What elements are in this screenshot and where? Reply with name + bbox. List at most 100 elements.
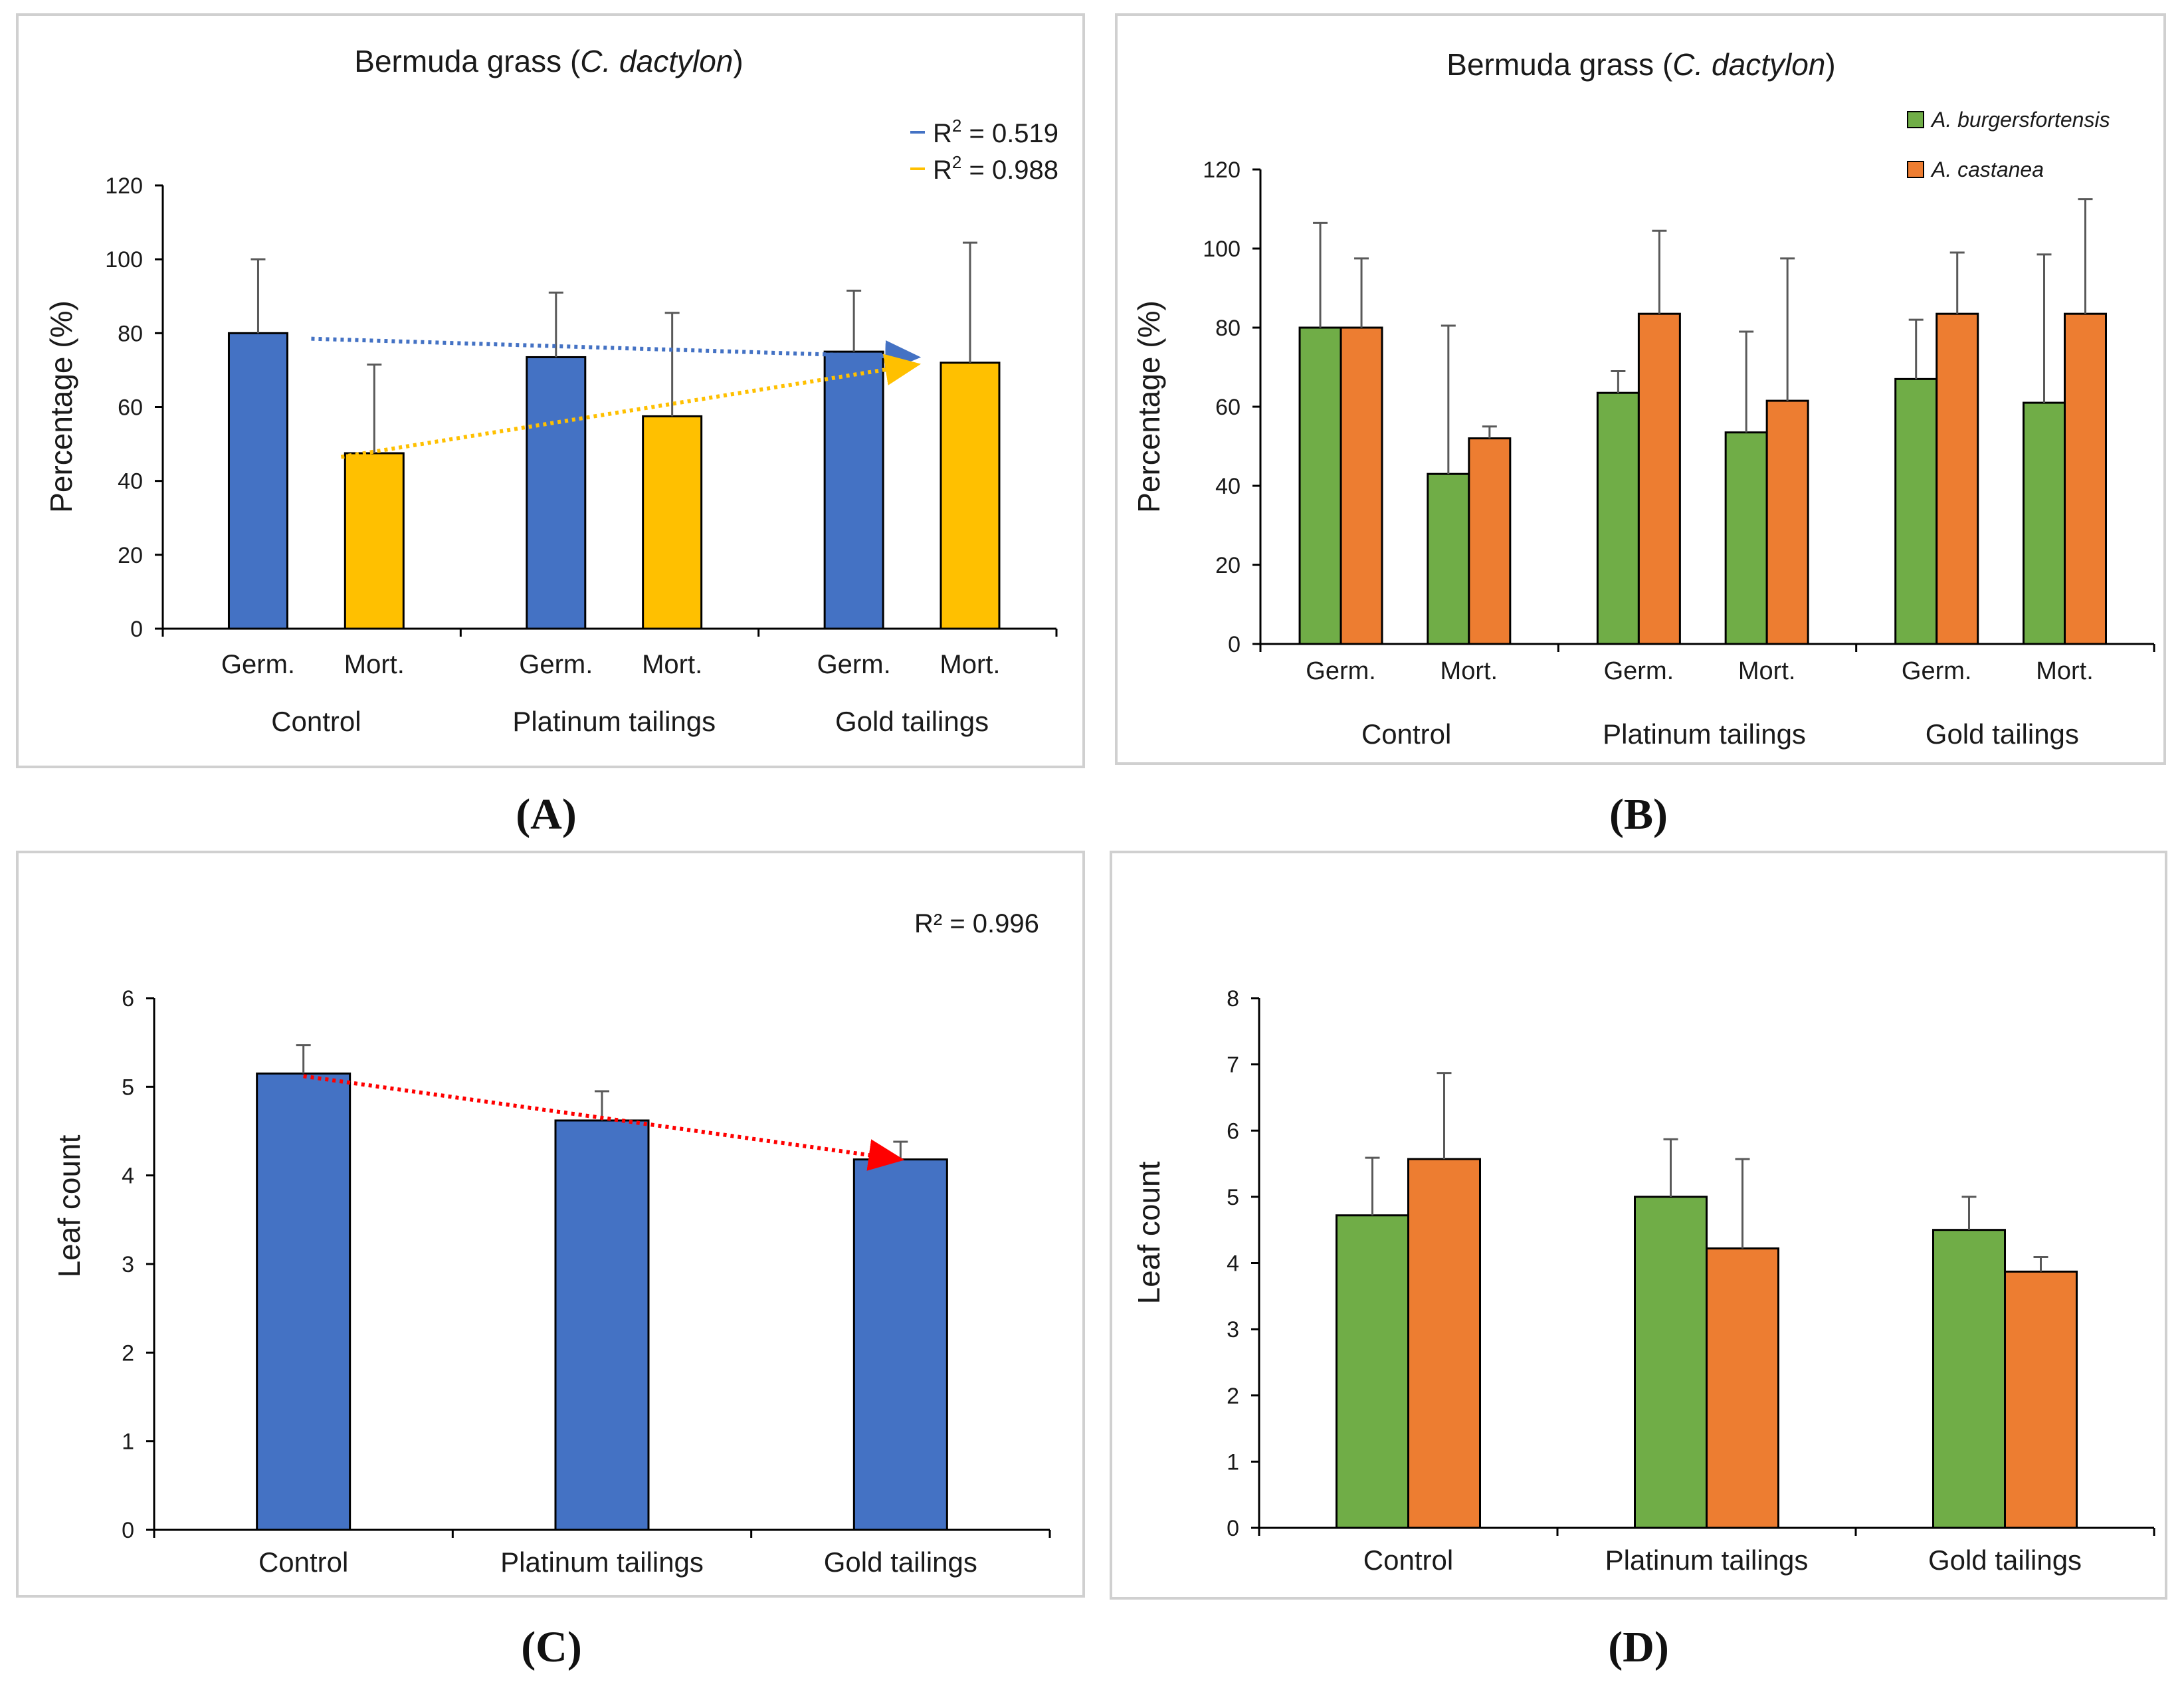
chart-c-y-tick-label: 1: [122, 1429, 134, 1455]
chart-d-y-tick-label: 2: [1227, 1384, 1239, 1409]
chart-d-y-tick-label: 1: [1227, 1449, 1239, 1475]
chart-a-bar: [823, 350, 884, 630]
chart-c-category-label-control: Control: [258, 1546, 348, 1578]
chart-d-category-label-control: Control: [1363, 1544, 1453, 1576]
chart-d-bar: [1932, 1229, 2006, 1529]
chart-d-category-label-gold-tailings: Gold tailings: [1928, 1544, 2082, 1576]
chart-b-bar: [2064, 312, 2107, 645]
chart-a-bar: [526, 356, 587, 630]
legend-swatch-burgersfortensis: [1907, 111, 1924, 128]
chart-a-y-tick-label: 0: [130, 617, 143, 642]
chart-b-category-label-germ: Germ.: [1902, 657, 1972, 685]
chart-d-bar: [1706, 1247, 1779, 1529]
panel-a-r2-legend: R2 = 0.519 R2 = 0.988: [910, 116, 1058, 185]
legend-label-burgersfortensis: A. burgersfortensis: [1930, 108, 2110, 132]
chart-b-bar: [1936, 312, 1979, 645]
chart-d-category-label-platinum-tailings: Platinum tailings: [1605, 1544, 1809, 1576]
panel-a-ylabel: Percentage (%): [44, 300, 78, 513]
chart-b-bar: [2023, 401, 2066, 645]
chart-a-group-label-platinum-tailings: Platinum tailings: [512, 706, 716, 737]
chart-b-y-tick-label: 80: [1215, 316, 1241, 341]
chart-a-category-label-germ: Germ.: [221, 650, 295, 679]
chart-c-y-tick-label: 0: [122, 1518, 134, 1543]
panel-b-title-end: ): [1825, 47, 1835, 82]
panel-a-label: (A): [516, 790, 577, 839]
chart-c-bar: [256, 1072, 351, 1531]
chart-c-bar: [852, 1158, 948, 1531]
chart-b-category-label-mort: Mort.: [2036, 657, 2094, 685]
panel-a-title-main: Bermuda grass (: [354, 44, 581, 78]
panel-c-ylabel: Leaf count: [52, 1134, 86, 1277]
chart-a-bar: [940, 362, 1001, 630]
chart-b-bar: [1894, 377, 1938, 645]
chart-d-bar: [1407, 1158, 1481, 1529]
panel-a-r2-yellow-value: = 0.988: [961, 156, 1058, 185]
chart-a-bar: [642, 415, 703, 630]
panel-a-r2-yellow-sup: 2: [952, 152, 961, 172]
panel-a-title-species: C. dactylon: [580, 44, 733, 78]
panel-d-label: (D): [1608, 1623, 1669, 1671]
chart-c-y-tick-label: 2: [122, 1340, 134, 1366]
chart-d-bar: [2004, 1270, 2078, 1529]
chart-d-y-tick-label: 5: [1227, 1185, 1239, 1210]
chart-b-bar: [1765, 399, 1809, 645]
panel-a-r2-blue-sup: 2: [952, 116, 961, 136]
panel-a-title: Bermuda grass (C. dactylon): [354, 44, 743, 78]
chart-d-y-tick-label: 6: [1227, 1118, 1239, 1144]
chart-c-trendline: [303, 1074, 905, 1171]
panel-b-label: (B): [1609, 790, 1668, 839]
chart-c-category-label-gold-tailings: Gold tailings: [824, 1546, 977, 1578]
chart-b-y-tick-label: 60: [1215, 395, 1241, 420]
chart-b-group-label-platinum-tailings: Platinum tailings: [1603, 718, 1806, 750]
chart-b-bar: [1340, 326, 1383, 645]
chart-b-y-tick-label: 20: [1215, 553, 1241, 578]
chart-b: 0 20 40 60 80 100 120 Germ. Mort. Germ. Mort. Germ.…: [1203, 158, 2155, 750]
panel-b-title: Bermuda grass (C. dactylon): [1446, 47, 1835, 82]
chart-b-bar: [1468, 437, 1512, 645]
chart-a-group-label-gold-tailings: Gold tailings: [835, 706, 989, 737]
chart-c-y-tick-label: 5: [122, 1075, 134, 1100]
chart-a: 0 20 40 60 80 100 120 Germ. Mort. Germ. Mort. Germ.…: [105, 173, 1058, 737]
chart-b-y-tick-label: 40: [1215, 474, 1241, 499]
panel-c-label: (C): [521, 1623, 582, 1671]
chart-b-bar: [1596, 391, 1640, 645]
chart-c-y-tick-label: 6: [122, 986, 134, 1011]
panel-b-ylabel: Percentage (%): [1132, 300, 1166, 513]
chart-a-trendline-mortality: [340, 354, 922, 459]
chart-b-bar: [1637, 312, 1681, 645]
panel-c-r2: R² = 0.996: [914, 909, 1039, 938]
chart-a-bar: [227, 332, 288, 630]
panel-a-r2-yellow-label: R: [933, 156, 952, 185]
chart-a-bar: [344, 452, 405, 630]
chart-b-group-label-control: Control: [1361, 718, 1451, 750]
chart-c-bar: [554, 1119, 650, 1531]
chart-a-y-tick-label: 40: [118, 469, 143, 494]
legend-swatch-castanea: [1907, 161, 1924, 178]
chart-a-y-tick-label: 100: [105, 247, 143, 272]
chart-b-bar: [1298, 326, 1342, 645]
chart-b-category-label-mort: Mort.: [1738, 657, 1796, 685]
chart-c: 0 1 2 3 4 5 6 Control Platinum tailings Gold tail…: [122, 986, 1051, 1578]
chart-b-category-label-germ: Germ.: [1604, 657, 1674, 685]
chart-c-category-label-platinum-tailings: Platinum tailings: [500, 1546, 704, 1578]
chart-b-category-label-mort: Mort.: [1440, 657, 1498, 685]
panel-d-ylabel: Leaf count: [1132, 1161, 1166, 1304]
chart-a-trendline-germination: [311, 336, 922, 372]
chart-a-y-tick-label: 120: [105, 173, 143, 199]
chart-d-bar: [1634, 1196, 1708, 1529]
chart-a-category-label-mort: Mort.: [642, 650, 702, 679]
chart-b-y-tick-label: 100: [1203, 237, 1241, 262]
panel-a-r2-blue: R2 = 0.519: [933, 116, 1058, 148]
panel-a-r2-blue-label: R: [933, 119, 952, 148]
chart-a-category-label-germ: Germ.: [817, 650, 891, 679]
chart-b-bar: [1724, 431, 1768, 645]
chart-c-y-tick-label: 4: [122, 1164, 134, 1189]
chart-b-bar: [1427, 473, 1470, 645]
chart-a-y-tick-label: 20: [118, 543, 143, 568]
chart-a-y-tick-label: 80: [118, 321, 143, 346]
chart-d: 0 1 2 3 4 5 6 7 8 Control Platinum tailings Gold ta…: [1227, 986, 2155, 1576]
chart-d-y-tick-label: 0: [1227, 1516, 1239, 1541]
chart-a-category-label-germ: Germ.: [519, 650, 593, 679]
chart-d-y-tick-label: 8: [1227, 986, 1239, 1011]
chart-a-y-tick-label: 60: [118, 395, 143, 421]
